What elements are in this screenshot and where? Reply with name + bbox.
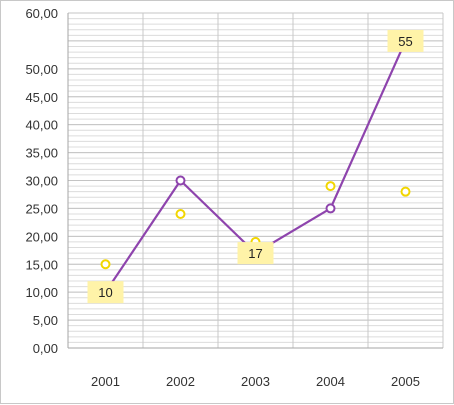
axes: [67, 13, 443, 349]
series-point: [100, 259, 111, 270]
data-label: 10: [98, 285, 112, 300]
x-tick-labels: 2001 2002 2003 2004 2005: [91, 374, 420, 389]
y-tick-label: 10,00: [25, 285, 58, 300]
y-tick-label: 40,00: [25, 118, 58, 133]
x-tick-label: 2003: [241, 374, 270, 389]
x-tick-label: 2002: [166, 374, 195, 389]
x-tick-label: 2001: [91, 374, 120, 389]
data-label-box: [387, 29, 424, 52]
y-tick-label: 35,00: [25, 146, 58, 161]
y-tick-labels: 0,00 5,00 10,00 15,00 20,00 25,00 30,00 35,00 40…: [25, 6, 58, 356]
y-tick-label: 45,00: [25, 90, 58, 105]
data-label: 55: [398, 34, 412, 49]
y-tick-label: 60,00: [25, 6, 58, 21]
y-tick-label: 50,00: [25, 62, 58, 77]
series-point: [325, 181, 336, 192]
x-tick-label: 2005: [391, 374, 420, 389]
y-tick-label: 0,00: [33, 341, 58, 356]
vertical-gridlines: [142, 13, 444, 348]
series-point: [325, 203, 336, 214]
y-tick-label: 15,00: [25, 257, 58, 272]
y-tick-label: 20,00: [25, 229, 58, 244]
series-point: [175, 175, 186, 186]
series-point: [175, 209, 186, 219]
x-tick-label: 2004: [316, 374, 345, 389]
data-label-box: [237, 242, 274, 265]
data-label: 17: [248, 246, 262, 261]
y-tick-label: 30,00: [25, 174, 58, 189]
y-tick-label: 5,00: [33, 313, 58, 328]
data-labels: 10 17 55: [87, 29, 424, 304]
y-tick-label: 25,00: [25, 201, 58, 216]
series-point: [400, 186, 411, 197]
data-label-box: [87, 281, 124, 304]
